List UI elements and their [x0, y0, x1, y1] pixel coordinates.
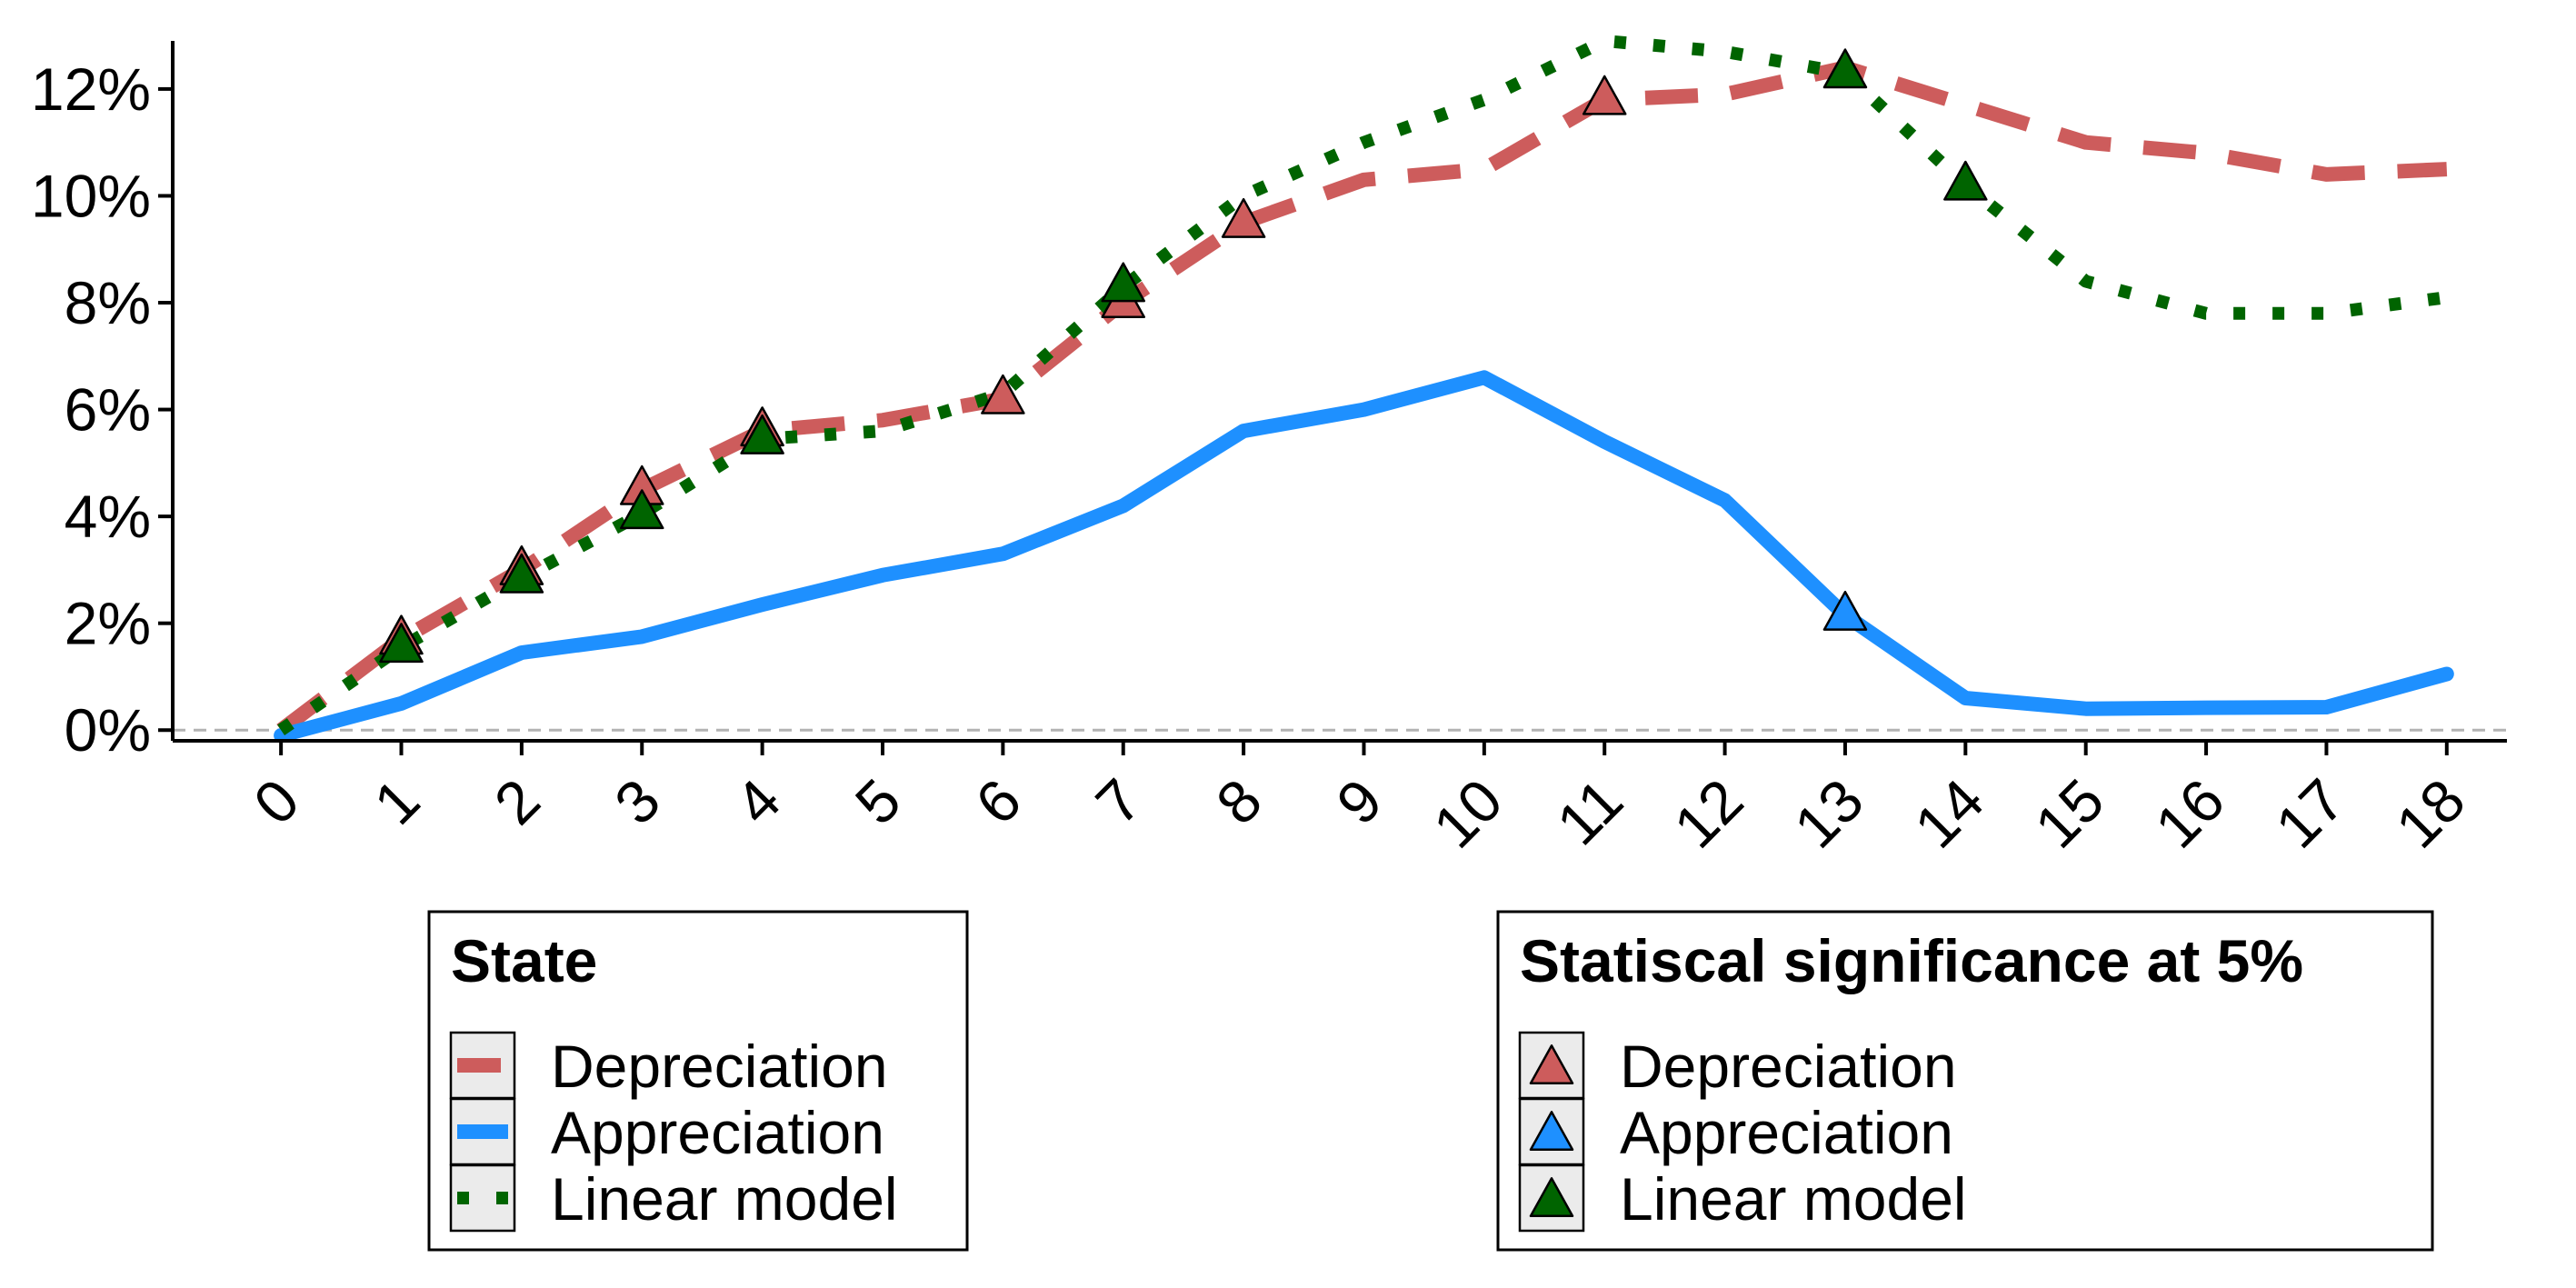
legend-title: Statiscal significance at 5% [1520, 927, 2303, 994]
y-tick-label: 10% [31, 162, 151, 229]
legend-label: Depreciation [1620, 1033, 1957, 1100]
significance-markers [379, 48, 1988, 664]
x-tick-label: 0 [241, 766, 312, 837]
marker-appreciation-x13 [1822, 590, 1868, 631]
series-lines [274, 35, 2454, 744]
series-line-appreciation [274, 370, 2454, 744]
legend-triangle-depreciation [1529, 1044, 1574, 1084]
y-tick-label: 8% [65, 269, 151, 336]
x-tick-label: 17 [2262, 766, 2357, 861]
marker-linear-model-x2 [499, 553, 544, 594]
legend-label: Linear model [551, 1165, 898, 1233]
legend-label: Appreciation [1620, 1099, 1953, 1166]
marker-linear-model-x7 [1101, 262, 1145, 303]
marker-linear-model-x14 [1943, 160, 1988, 201]
marker-linear-model-x13 [1822, 48, 1868, 89]
marker-linear-model-x4 [740, 414, 784, 454]
y-tick-label: 2% [65, 590, 151, 657]
y-tick-label: 4% [65, 483, 151, 550]
legend-triangle-linear-model [1529, 1177, 1574, 1217]
x-tick-label: 6 [963, 766, 1033, 837]
marker-depreciation-x6 [981, 374, 1025, 414]
x-tick-label: 11 [1543, 766, 1635, 858]
plot-area: 0 1 2 3 4 5 6 7 8 9 10 11 12 13 14 15 16 17 18 0%2%4%6%8%1… [31, 35, 2507, 861]
legend-label: Depreciation [551, 1033, 888, 1100]
marker-linear-model-x3 [619, 489, 664, 530]
y-tick-label: 0% [65, 696, 151, 764]
legend-title: State [451, 927, 597, 994]
legend-triangle-appreciation [1529, 1111, 1574, 1151]
x-tick-label: 16 [2142, 766, 2237, 861]
x-tick-label: 2 [481, 766, 552, 837]
x-tick-label: 5 [843, 766, 914, 837]
legend-box [427, 910, 969, 1252]
y-tick-label: 6% [65, 376, 151, 444]
x-ticks: 0 1 2 3 4 5 6 7 8 9 10 11 12 13 14 15 16 17 18 [241, 741, 2478, 861]
marker-linear-model-x1 [379, 623, 424, 664]
series-line-linear-model [277, 35, 2448, 735]
x-tick-label: 8 [1203, 766, 1274, 837]
x-tick-label: 15 [2022, 766, 2116, 861]
x-tick-label: 1 [361, 766, 432, 837]
marker-depreciation-x8 [1221, 197, 1266, 238]
y-tick-label: 12% [31, 55, 151, 123]
x-tick-label: 3 [602, 766, 673, 837]
x-tick-label: 18 [2382, 766, 2477, 861]
legend-significance: Statiscal significance at 5% Depreciation… [1496, 910, 2434, 1252]
legend-label: Linear model [1620, 1165, 1967, 1233]
legend-box [1496, 910, 2434, 1252]
x-tick-label: 14 [1902, 766, 1996, 861]
series-line-depreciation [276, 60, 2448, 736]
x-tick-label: 12 [1661, 766, 1755, 861]
x-tick-label: 7 [1083, 766, 1153, 837]
marker-depreciation-x11 [1582, 75, 1627, 115]
x-tick-label: 13 [1782, 766, 1876, 861]
y-ticks: 0% 2% 4% 6% 8% 10% 12% [31, 55, 173, 764]
x-tick-label: 9 [1323, 766, 1394, 837]
x-tick-label: 10 [1421, 766, 1515, 861]
legend-label: Appreciation [551, 1099, 884, 1166]
x-tick-label: 4 [722, 766, 793, 837]
